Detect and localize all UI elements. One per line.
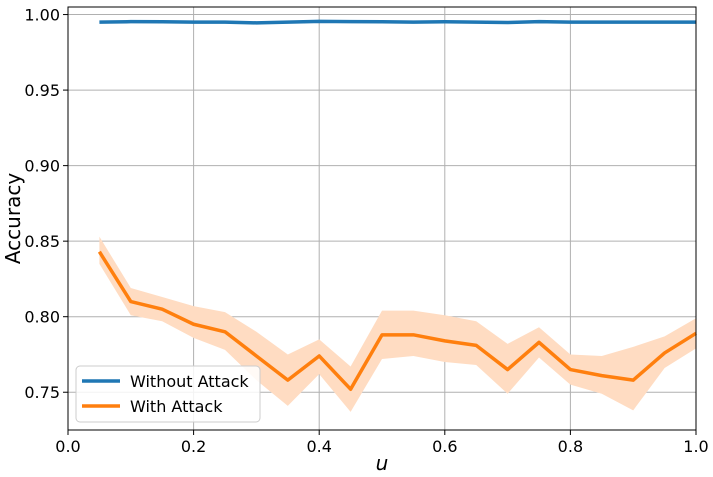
- y-axis-label: Accuracy: [1, 173, 25, 264]
- legend: Without Attack With Attack: [75, 365, 261, 423]
- x-tick-label: 0.2: [181, 437, 206, 456]
- y-tick-label: 0.85: [24, 232, 60, 251]
- line-with-attack: [97, 250, 697, 391]
- plot-frame: [67, 6, 697, 431]
- x-tick-label: 0.4: [306, 437, 331, 456]
- legend-box: [75, 365, 261, 423]
- y-tick-label: 0.80: [24, 308, 60, 327]
- axis-ticks: 0.0 0.2 0.4 0.6 0.8 1.0 0.75 0.80 0.85 0.90 0.95 1.…: [24, 6, 708, 456]
- x-axis-label: u: [376, 451, 389, 475]
- y-tick-label: 1.00: [24, 6, 60, 25]
- legend-label-without-attack: Without Attack: [130, 372, 249, 391]
- x-tick-label: 1.0: [683, 437, 708, 456]
- legend-label-with-attack: With Attack: [130, 397, 223, 416]
- x-tick-label: 0.0: [55, 437, 80, 456]
- y-tick-label: 0.75: [24, 383, 60, 402]
- series-lines: [97, 19, 697, 391]
- y-tick-label: 0.95: [24, 81, 60, 100]
- line-without-attack: [99, 19, 696, 25]
- x-tick-label: 0.6: [432, 437, 457, 456]
- x-tick-label: 0.8: [558, 437, 583, 456]
- y-tick-label: 0.90: [24, 157, 60, 176]
